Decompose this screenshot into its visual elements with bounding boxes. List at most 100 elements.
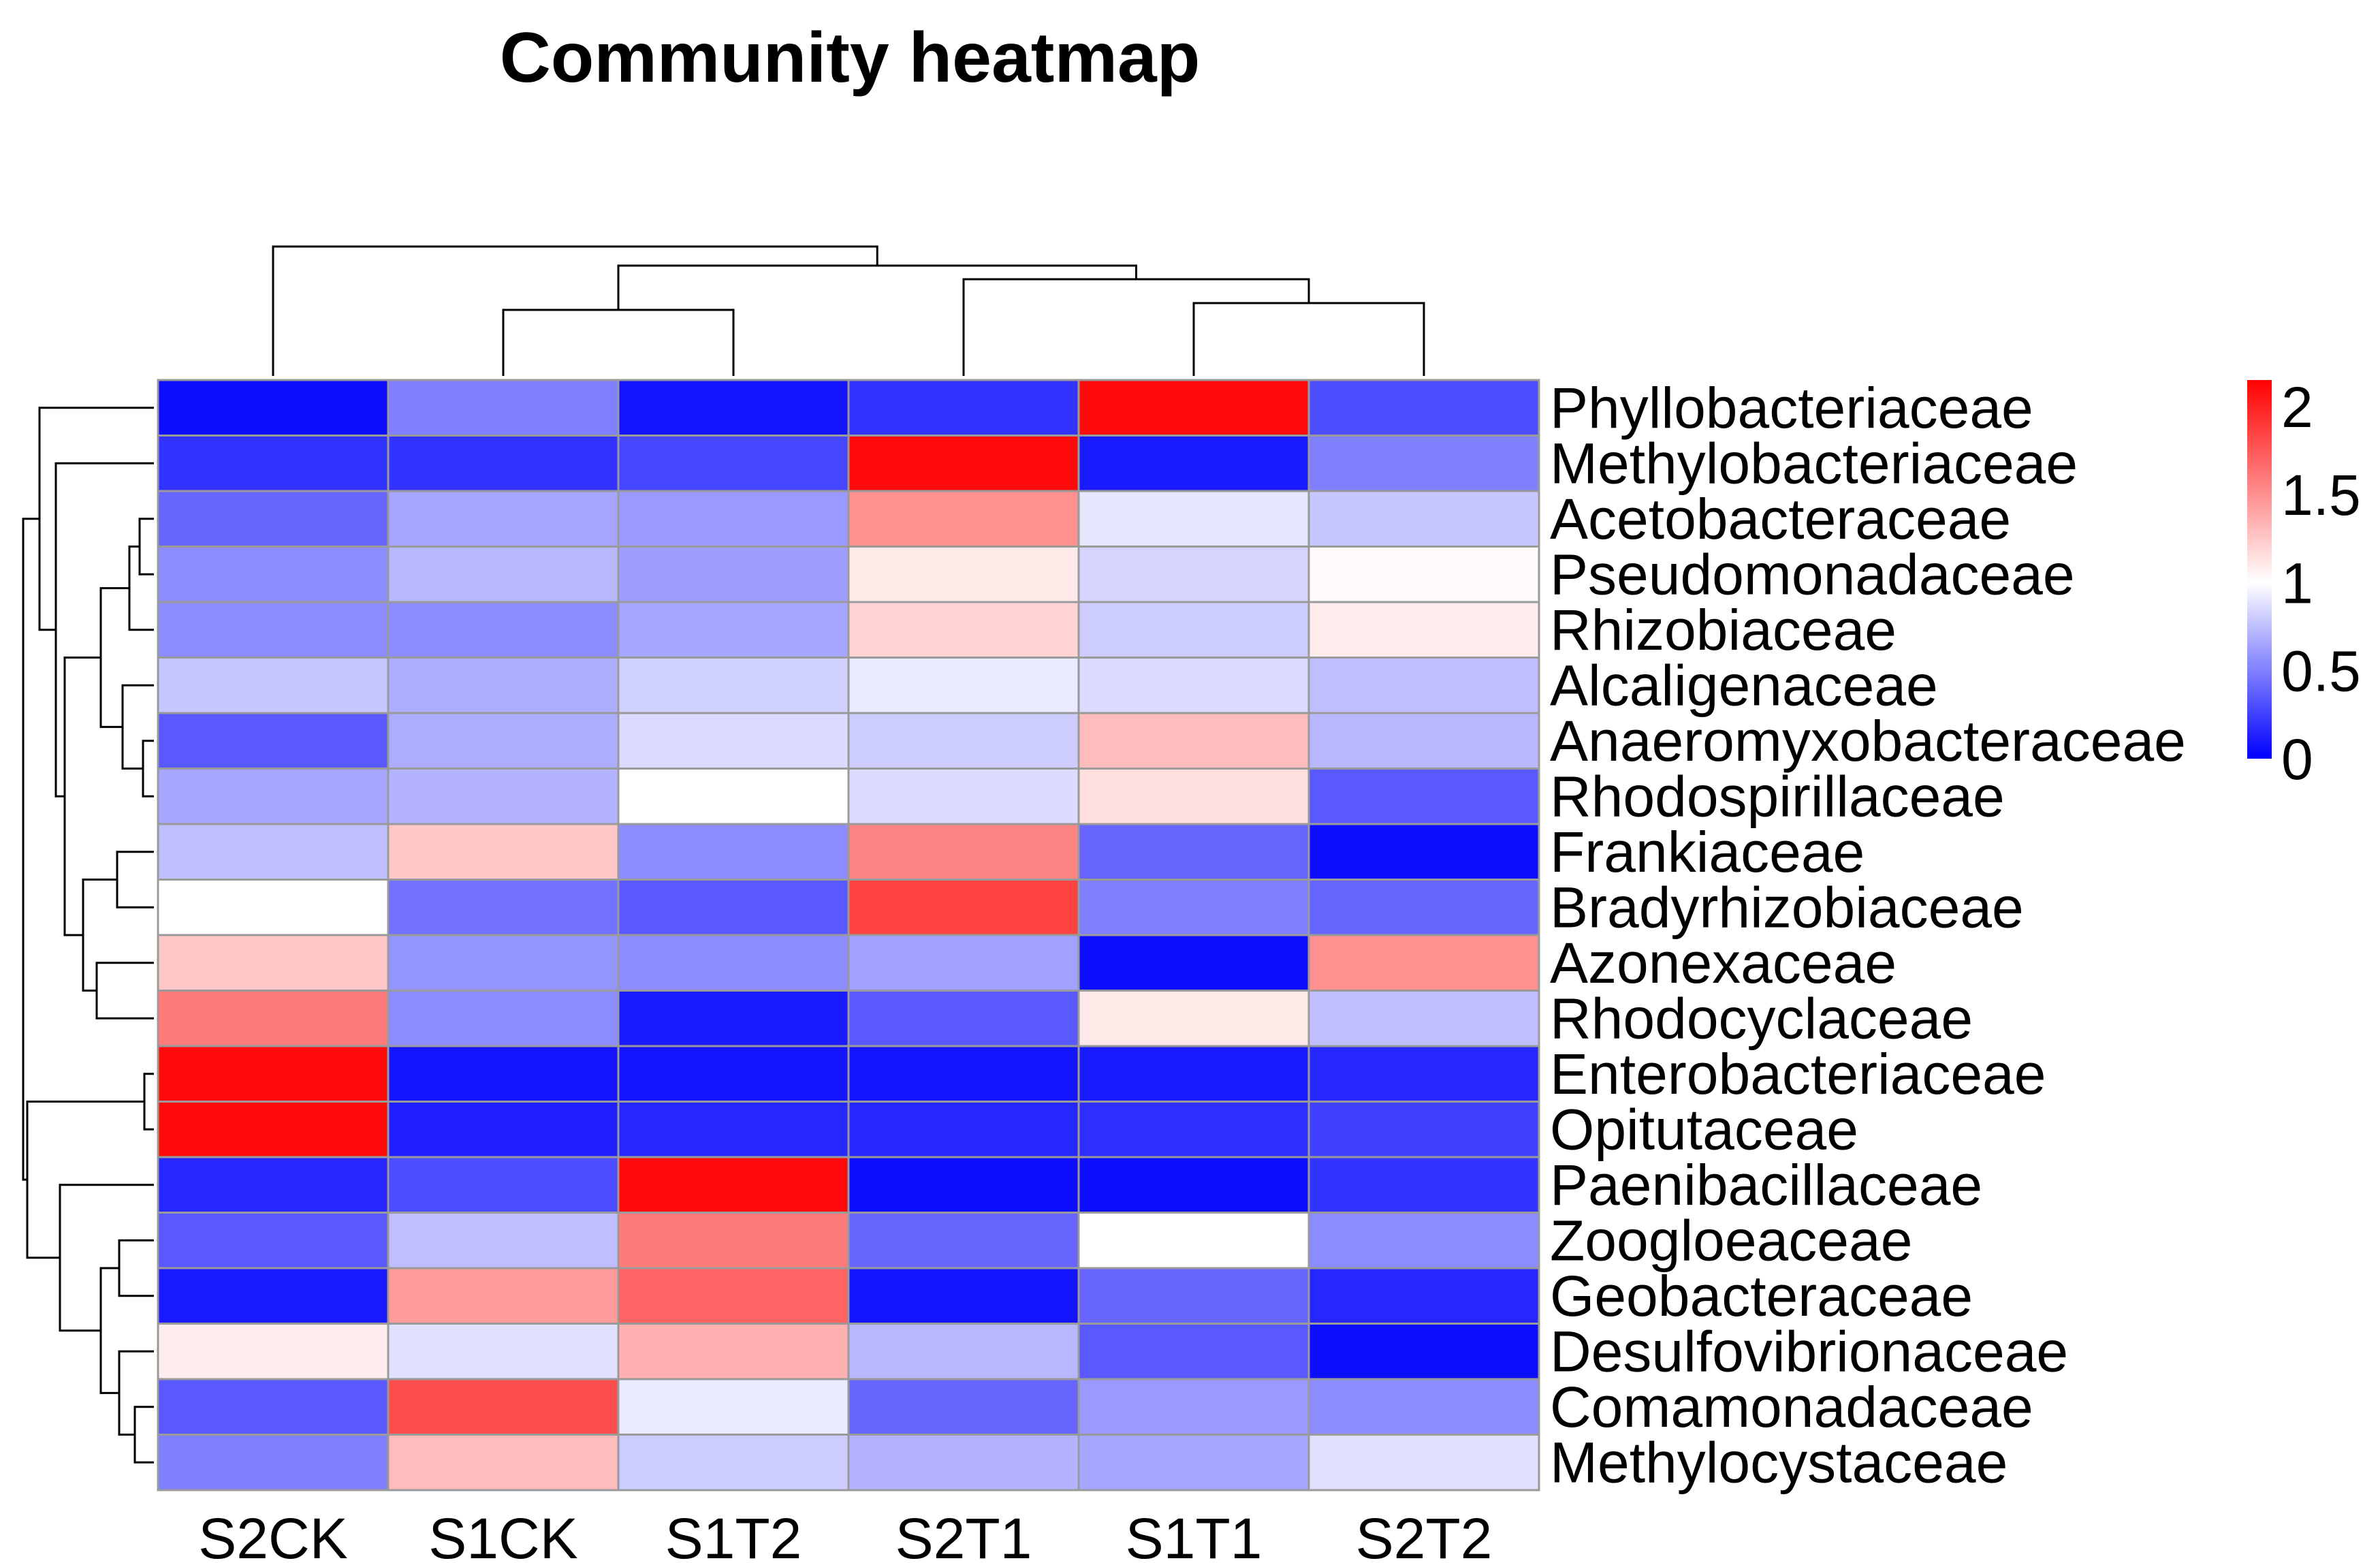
heatmap-cell-methylocystaceae-s2t2 — [1307, 1434, 1540, 1491]
heatmap-cell-pseudomonadaceae-s1ck — [387, 546, 620, 603]
heatmap-cell-enterobacteriaceae-s1t1 — [1077, 1045, 1310, 1103]
col-link-mid — [617, 264, 1137, 310]
heatmap-cell-paenibacillaceae-s1t2 — [617, 1156, 850, 1214]
heatmap-cell-pseudomonadaceae-s1t2 — [617, 546, 850, 603]
heatmap-cell-phyllobacteriaceae-s2t1 — [847, 379, 1080, 437]
row-link-lower-b — [26, 1101, 144, 1259]
row-label-rhizobiaceae: Rhizobiaceae — [1550, 598, 1897, 662]
heatmap-cell-paenibacillaceae-s2t1 — [847, 1156, 1080, 1214]
heatmap-cell-phyllobacteriaceae-s2t2 — [1307, 379, 1540, 437]
heatmap-cell-zoogloeaceae-s2ck — [157, 1212, 390, 1269]
heatmap-cell-enterobacteriaceae-s1ck — [387, 1045, 620, 1103]
heatmap-cell-zoogloeaceae-s1ck — [387, 1212, 620, 1269]
heatmap-cell-methylobacteriaceae-s1ck — [387, 435, 620, 492]
heatmap-cell-methylobacteriaceae-s1t1 — [1077, 435, 1310, 492]
color-legend: 0 0.5 1 1.5 2 — [2247, 375, 2361, 791]
heatmap-cells — [157, 379, 1540, 1491]
legend-tick-label-2: 2 — [2281, 375, 2313, 439]
column-label-s1t1: S1T1 — [1126, 1506, 1263, 1563]
heatmap-cell-anaeromyxobacteraceae-s2ck — [157, 712, 390, 770]
heatmap-cell-rhizobiaceae-s2t1 — [847, 601, 1080, 659]
heatmap-cell-rhodocyclaceae-s1ck — [387, 990, 620, 1047]
legend-tick-label-0-5: 0.5 — [2281, 640, 2361, 704]
heatmap-cell-comamonadaceae-s1t1 — [1077, 1378, 1310, 1436]
row-link-root — [22, 518, 39, 1181]
heatmap-cell-bradyrhizobiaceae-s2t1 — [847, 879, 1080, 936]
column-dendrogram — [272, 245, 1425, 376]
row-link-azon-rhodocy — [95, 962, 154, 1020]
row-link-rhizo — [128, 546, 154, 631]
row-link-frank-brady — [116, 851, 154, 909]
heatmap-cell-rhodospirillaceae-s2t2 — [1307, 768, 1540, 825]
heatmap-cell-rhodocyclaceae-s2ck — [157, 990, 390, 1047]
heatmap-cell-rhodocyclaceae-s1t1 — [1077, 990, 1310, 1047]
heatmap-cell-paenibacillaceae-s2ck — [157, 1156, 390, 1214]
row-label-acetobacteraceae: Acetobacteraceae — [1550, 487, 2011, 551]
heatmap-cell-anaeromyxobacteraceae-s2t2 — [1307, 712, 1540, 770]
heatmap-cell-azonexaceae-s2ck — [157, 934, 390, 992]
heatmap-cell-alcaligenaceae-s1t1 — [1077, 657, 1310, 714]
row-label-alcaligenaceae: Alcaligenaceae — [1550, 653, 1938, 717]
col-link-s2t1-group — [962, 278, 1310, 376]
row-label-bradyrhizobiaceae: Bradyrhizobiaceae — [1550, 875, 2024, 939]
row-link-lower-a — [99, 1267, 119, 1394]
heatmap-cell-phyllobacteriaceae-s1ck — [387, 379, 620, 437]
heatmap-cell-zoogloeaceae-s1t2 — [617, 1212, 850, 1269]
heatmap-cell-rhizobiaceae-s2t2 — [1307, 601, 1540, 659]
heatmap-cell-acetobacteraceae-s1ck — [387, 490, 620, 548]
heatmap-cell-rhizobiaceae-s1ck — [387, 601, 620, 659]
row-link-alcali — [121, 684, 154, 770]
row-label-methylocystaceae: Methylocystaceae — [1550, 1430, 2008, 1494]
heatmap-cell-bradyrhizobiaceae-s2t2 — [1307, 879, 1540, 936]
heatmap-cell-desulfovibrionaceae-s2t1 — [847, 1323, 1080, 1380]
heatmap-cell-alcaligenaceae-s2t2 — [1307, 657, 1540, 714]
col-link-s1t1-s2t2 — [1192, 302, 1425, 376]
legend-tick-label-1-5: 1.5 — [2281, 463, 2361, 527]
row-label-geobacteraceae: Geobacteraceae — [1550, 1264, 1973, 1328]
heatmap-cell-pseudomonadaceae-s1t1 — [1077, 546, 1310, 603]
heatmap-cell-opitutaceae-s1t1 — [1077, 1101, 1310, 1158]
row-label-enterobacteriaceae: Enterobacteriaceae — [1550, 1042, 2046, 1106]
heatmap-cell-azonexaceae-s2t2 — [1307, 934, 1540, 992]
color-scale-bar — [2247, 380, 2272, 759]
heatmap-cell-methylocystaceae-s1t1 — [1077, 1434, 1310, 1491]
row-label-desulfovibrionaceae: Desulfovibrionaceae — [1550, 1319, 2068, 1383]
row-label-paenibacillaceae: Paenibacillaceae — [1550, 1153, 1982, 1217]
row-label-phyllobacteriaceae: Phyllobacteriaceae — [1550, 376, 2033, 440]
row-labels: PhyllobacteriaceaeMethylobacteriaceaeAce… — [1550, 376, 2186, 1495]
column-label-s1t2: S1T2 — [665, 1506, 802, 1563]
column-label-s1ck: S1CK — [428, 1506, 577, 1563]
heatmap-cell-frankiaceae-s1ck — [387, 823, 620, 881]
heatmap-cell-zoogloeaceae-s1t1 — [1077, 1212, 1310, 1269]
heatmap-cell-frankiaceae-s1t1 — [1077, 823, 1310, 881]
heatmap-cell-opitutaceae-s1t2 — [617, 1101, 850, 1158]
heatmap-cell-alcaligenaceae-s1t2 — [617, 657, 850, 714]
heatmap-cell-azonexaceae-s1t1 — [1077, 934, 1310, 992]
heatmap-cell-methylobacteriaceae-s2ck — [157, 435, 390, 492]
heatmap-cell-geobacteraceae-s1t1 — [1077, 1267, 1310, 1325]
heatmap-cell-alcaligenaceae-s1ck — [387, 657, 620, 714]
heatmap-cell-opitutaceae-s1ck — [387, 1101, 620, 1158]
heatmap-cell-pseudomonadaceae-s2t1 — [847, 546, 1080, 603]
heatmap-cell-rhodospirillaceae-s1ck — [387, 768, 620, 825]
column-label-s2t2: S2T2 — [1356, 1506, 1493, 1563]
heatmap-cell-methylocystaceae-s2ck — [157, 1434, 390, 1491]
legend-tick-label-1: 1 — [2281, 551, 2313, 615]
row-label-rhodocyclaceae: Rhodocyclaceae — [1550, 986, 1973, 1050]
row-link-comamo-methylocy — [133, 1406, 154, 1464]
row-label-opitutaceae: Opitutaceae — [1550, 1097, 1858, 1161]
heatmap-cell-acetobacteraceae-s2ck — [157, 490, 390, 548]
heatmap-cell-opitutaceae-s2t1 — [847, 1101, 1080, 1158]
row-link-desulfo — [118, 1350, 154, 1436]
heatmap-cell-rhodospirillaceae-s2ck — [157, 768, 390, 825]
row-label-rhodospirillaceae: Rhodospirillaceae — [1550, 764, 2005, 828]
heatmap-cell-anaeromyxobacteraceae-s2t1 — [847, 712, 1080, 770]
row-dendrogram — [22, 407, 154, 1464]
heatmap-cell-methylobacteriaceae-s1t2 — [617, 435, 850, 492]
heatmap-cell-acetobacteraceae-s1t2 — [617, 490, 850, 548]
column-label-s2ck: S2CK — [198, 1506, 347, 1563]
heatmap-cell-phyllobacteriaceae-s2ck — [157, 379, 390, 437]
heatmap-cell-enterobacteriaceae-s2t2 — [1307, 1045, 1540, 1103]
heatmap-cell-rhodospirillaceae-s1t1 — [1077, 768, 1310, 825]
row-label-comamonadaceae: Comamonadaceae — [1550, 1375, 2033, 1439]
